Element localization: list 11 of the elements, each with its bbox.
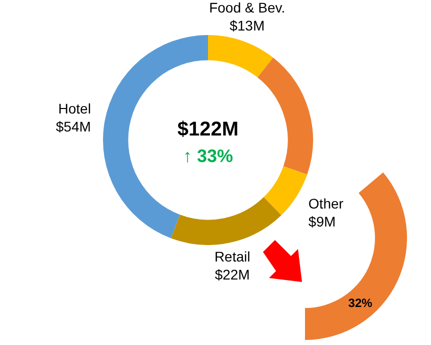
text: 32%: [348, 296, 373, 310]
slice-label: Hotel: [58, 100, 91, 117]
text: $122M: [177, 118, 239, 141]
data-label: $54M: [56, 118, 91, 135]
data-label: $9M: [308, 214, 336, 230]
data-label: $22M: [214, 266, 250, 282]
slice-label: Retail: [214, 248, 250, 264]
slice-label: Food & Bev.: [209, 0, 286, 16]
text: ↑ 33%: [182, 146, 234, 166]
slice-label: Other: [308, 196, 344, 212]
data-label: $13M: [230, 17, 265, 34]
